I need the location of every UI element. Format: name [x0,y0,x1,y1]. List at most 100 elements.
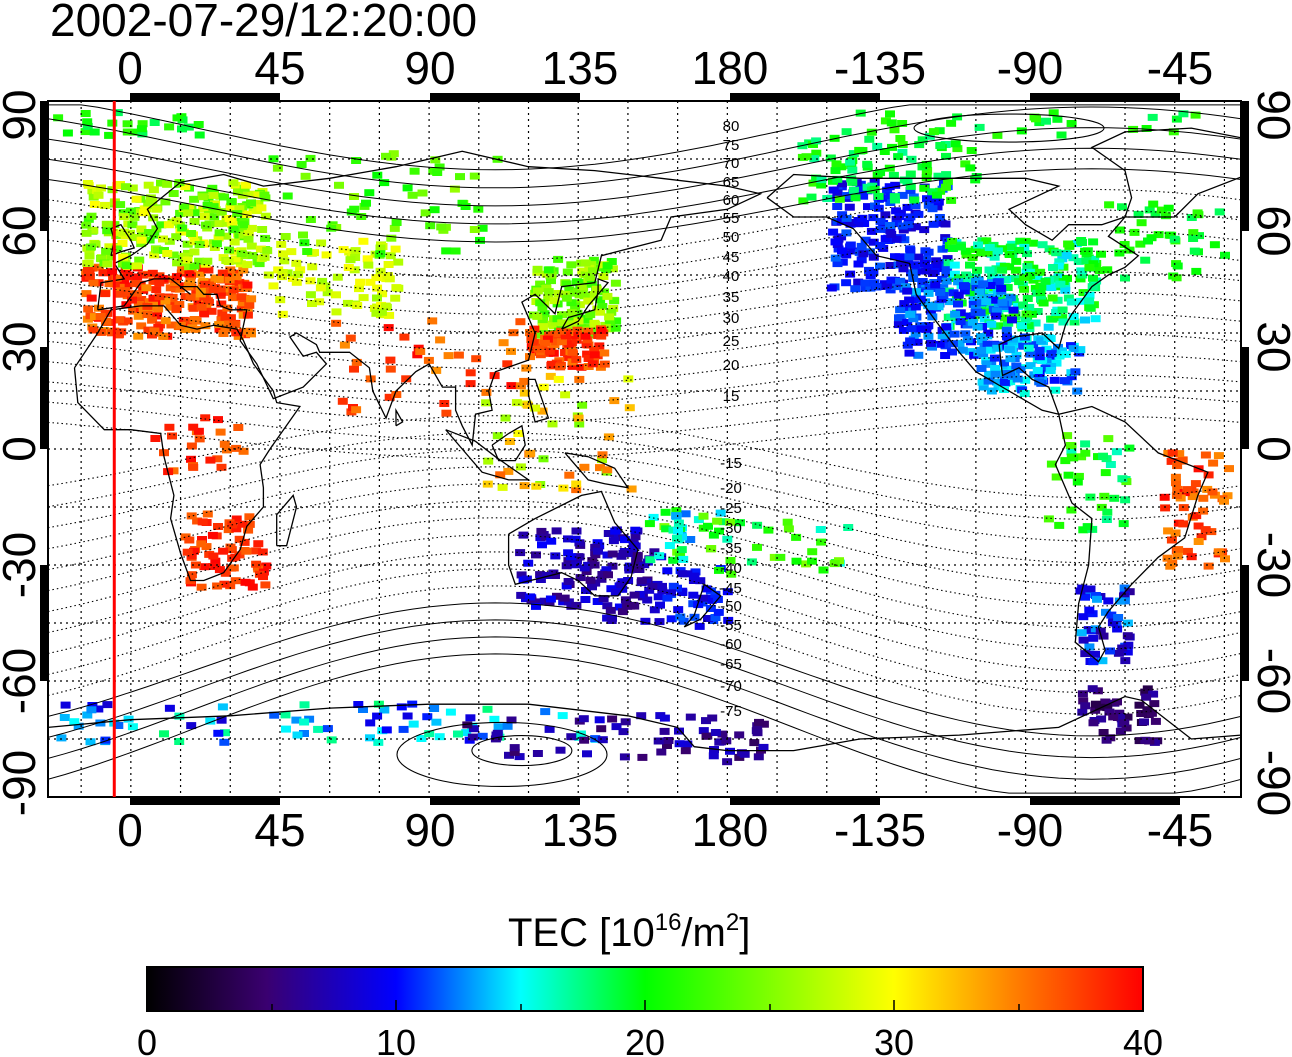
tec-cell [358,237,369,245]
tec-cell [705,605,716,612]
tec-cell [953,300,963,308]
tec-cell [725,518,735,526]
tec-cell [148,186,159,194]
coastline-madagascar [276,494,298,547]
tec-cell [279,257,290,265]
tec-cell [1019,390,1030,397]
tec-cell [111,245,122,253]
tec-cell [189,209,200,217]
tec-cell [445,708,456,716]
tec-cell [682,570,693,578]
tec-cell [241,181,251,189]
tec-cell [710,729,721,736]
tec-cell [365,719,376,727]
contour-label: -45 [720,580,742,597]
tec-cell [672,534,682,542]
tec-cell [912,338,923,346]
tec-cell [725,557,736,564]
tec-cell [1020,316,1031,324]
tec-cell [1150,210,1161,218]
tec-cell [914,141,925,149]
tec-cell [923,263,934,271]
tec-cell [597,456,607,464]
tec-cell [1035,268,1046,276]
tec-cell [465,380,476,388]
tec-cell [589,319,600,327]
tec-cell [121,301,132,309]
top-lon-tick: -135 [834,42,926,94]
tec-cell [811,174,822,182]
colorbar-ticks: 0 10 20 30 40 [137,1022,1163,1057]
tec-cell [1098,729,1109,736]
tec-cell [905,170,916,178]
tec-cell [688,591,699,599]
tec-cell [934,214,945,221]
tec-cell [1080,650,1091,658]
tec-cell [263,271,274,279]
coastline-north-america [766,173,1140,416]
tec-cell [246,199,256,207]
tec-cell [1059,377,1070,385]
tec-cell [519,377,530,385]
tec-cell [677,570,688,578]
tec-cell [259,191,270,199]
tec-cell [1171,274,1182,282]
tec-cell [801,560,811,568]
tec-cell [953,278,964,286]
tec-cell [1214,208,1225,216]
tec-cell [1085,304,1096,312]
tec-cell [915,295,926,303]
tec-cell [535,299,546,307]
tec-cell [1219,497,1229,505]
tec-cell [202,297,213,305]
tec-cell [1136,219,1147,227]
tec-cell [668,556,679,564]
tec-cell [888,171,899,179]
tec-cell [557,311,567,319]
tec-cell [1170,529,1181,537]
tec-cell [985,346,996,354]
tec-cell [862,160,873,168]
tec-cell [1063,240,1074,248]
tec-cell [189,316,200,323]
tec-cell [375,250,386,258]
contour-label: 30 [723,310,740,327]
tec-cell [1047,294,1058,302]
tec-cell [177,265,188,273]
right-lat-tick: -60 [1248,648,1292,714]
tec-cell [1207,488,1218,496]
tec-cell [526,333,537,341]
tec-cell [935,288,946,296]
tec-cell [1066,298,1077,306]
tec-cell [1081,257,1092,265]
tec-cell [1115,727,1126,735]
tec-cell [996,284,1007,292]
tec-cell [1190,111,1201,119]
tec-cell [1036,295,1046,303]
tec-cell [865,284,876,292]
tec-cell [587,583,597,591]
contour-loop [396,721,608,788]
tec-cell [972,323,983,331]
colorbar-minor-ticks [271,1000,1020,1011]
tec-cell [1101,736,1112,744]
tec-cell [875,169,886,177]
tec-cell [564,471,575,479]
tec-cell [873,204,884,212]
tec-cell [425,222,436,230]
tec-cell [673,527,683,535]
tec-cell [602,292,613,300]
tec-cell [1072,387,1083,395]
tec-cell [972,266,982,274]
tec-cell [905,186,916,194]
tec-cell [567,348,578,356]
contour-line [48,168,1241,243]
tec-cell [515,318,526,326]
tec-cell [180,183,191,191]
tec-cell [236,250,247,258]
tec-cell [432,169,443,176]
tec-cell [856,242,867,250]
tec-cell [255,245,266,253]
tec-cell [886,230,897,238]
frame-bar-top [130,93,280,101]
